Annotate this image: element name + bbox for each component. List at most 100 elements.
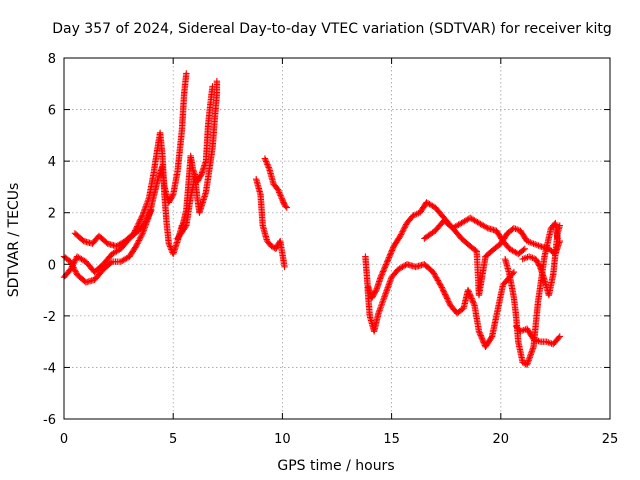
series-arc-13: [519, 222, 563, 299]
data-point: [477, 332, 484, 339]
data-point: [479, 337, 487, 345]
data-point: [183, 70, 190, 77]
data-point: [135, 238, 142, 246]
data-point: [132, 225, 140, 233]
data-point: [438, 284, 446, 291]
data-point: [470, 300, 478, 308]
data-point: [446, 299, 453, 306]
data-point: [386, 252, 393, 260]
data-point: [380, 266, 387, 274]
data-point: [443, 294, 450, 301]
data-point: [536, 262, 543, 269]
data-point: [468, 295, 475, 302]
data-point: [137, 216, 144, 223]
data-point: [137, 234, 144, 241]
x-tick-label: 10: [274, 432, 291, 447]
data-point: [138, 213, 146, 220]
data-point: [466, 291, 474, 298]
data-point: [166, 241, 173, 249]
data-point: [442, 292, 450, 300]
data-point: [387, 250, 395, 257]
data-point: [135, 220, 142, 227]
y-tick-label: -2: [43, 310, 56, 325]
data-point: [138, 214, 145, 222]
data-point: [467, 293, 475, 301]
data-point: [209, 83, 216, 90]
data-point: [400, 226, 407, 234]
data-point: [138, 231, 146, 238]
data-point: [378, 271, 386, 278]
data-point: [134, 221, 142, 229]
data-point: [213, 78, 221, 85]
data-point: [476, 329, 483, 336]
data-point: [70, 265, 78, 273]
series-arc-2: [60, 70, 190, 286]
y-tick-label: -4: [43, 361, 56, 376]
data-point: [107, 259, 114, 267]
data-point: [475, 328, 483, 335]
data-point: [136, 217, 144, 225]
data-point: [444, 295, 451, 302]
data-point: [520, 246, 527, 254]
data-point: [388, 248, 395, 256]
data-point: [133, 241, 140, 249]
data-point: [478, 335, 486, 342]
data-point: [387, 251, 394, 258]
data-point: [132, 244, 139, 251]
data-point: [466, 289, 473, 297]
data-point: [464, 286, 472, 294]
data-point: [378, 272, 385, 279]
data-point: [276, 189, 283, 196]
data-point: [400, 225, 408, 232]
data-point: [521, 245, 529, 253]
data-point: [262, 158, 270, 165]
data-point: [385, 255, 392, 263]
data-point: [131, 228, 138, 236]
data-point: [522, 254, 530, 262]
data-point: [278, 195, 285, 202]
data-point: [441, 291, 449, 298]
y-axis-label: SDTVAR / TECUs: [6, 183, 22, 298]
data-point: [401, 224, 408, 231]
data-point: [276, 190, 284, 198]
data-point: [479, 336, 486, 343]
data-point: [476, 330, 484, 338]
data-point: [469, 298, 477, 305]
data-point: [70, 264, 77, 271]
data-point: [136, 235, 143, 243]
data-point: [465, 288, 472, 295]
chart-title: Day 357 of 2024, Sidereal Day-to-day VTE…: [52, 21, 612, 37]
x-tick-label: 0: [60, 432, 68, 447]
data-point: [388, 247, 396, 254]
data-point: [69, 262, 76, 270]
data-point: [275, 187, 282, 195]
data-point: [441, 289, 448, 297]
data-point: [389, 244, 397, 251]
data-point: [132, 227, 139, 234]
data-point: [379, 268, 387, 275]
data-point: [478, 333, 485, 341]
series-arc-11: [501, 219, 561, 369]
y-tick-label: -6: [43, 413, 56, 428]
data-point: [263, 159, 270, 167]
data-point: [264, 161, 271, 168]
data-point: [377, 273, 384, 281]
data-point: [556, 333, 563, 340]
data-point: [133, 224, 140, 231]
y-tick-label: 0: [48, 258, 56, 273]
data-point: [137, 233, 145, 240]
data-point: [381, 265, 388, 272]
data-point: [277, 193, 285, 201]
axis-ticks: 0 5 10 15 20 25 -6 -4 -2 0 2 4 6 8: [43, 52, 618, 447]
data-point: [389, 245, 396, 253]
data-point: [71, 267, 79, 274]
data-point: [384, 257, 392, 264]
data-point: [555, 334, 562, 341]
data-point: [132, 243, 140, 250]
data-point: [384, 258, 391, 265]
data-point: [134, 223, 141, 230]
grid-lines: [64, 58, 610, 419]
data-point: [399, 228, 406, 235]
data-point: [67, 258, 74, 265]
